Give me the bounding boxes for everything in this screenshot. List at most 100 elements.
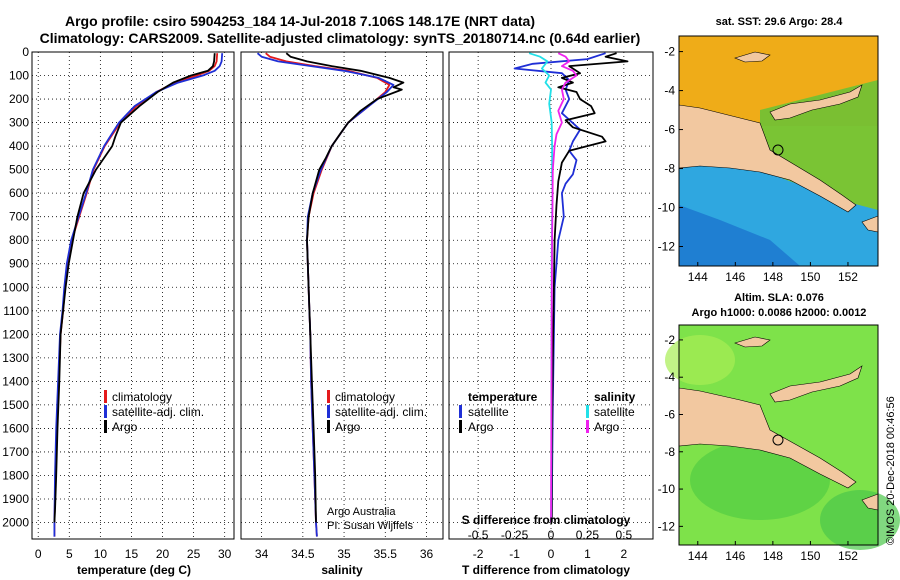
sst-lat-tick-label: -10	[658, 201, 676, 215]
legend-swatch-temp-satellite	[459, 405, 462, 418]
sst-map-frame	[678, 35, 879, 267]
sla-land-new-britain	[769, 365, 863, 403]
salinity-series-satellite-adj-clim	[256, 52, 395, 537]
sst-cold-region	[679, 205, 800, 266]
difference-top-tick-label: 0.25	[576, 528, 600, 542]
depth-tick-label: 1100	[3, 304, 29, 318]
legend-label-sal-argo: Argo	[594, 420, 620, 434]
legend-swatch-satellite	[327, 405, 330, 418]
temperature-x-tick-label: 10	[94, 547, 108, 561]
depth-tick-label: 1600	[2, 421, 29, 435]
sst-argo-location-marker	[772, 144, 784, 156]
salinity-x-tick-label: 35.5	[374, 547, 398, 561]
legend-label-satellite: satellite-adj. clim.	[112, 405, 204, 419]
sla-lat-tick-label: -2	[664, 333, 675, 347]
temperature-grid	[32, 51, 234, 539]
temperature-panel-frame	[31, 51, 235, 540]
legend-swatch-sal-argo	[586, 420, 589, 433]
depth-tick-label: 400	[9, 139, 29, 153]
depth-tick-label: 1900	[2, 492, 29, 506]
legend-label-temp-argo: Argo	[468, 420, 494, 434]
imos-watermark: ©IMOS 20-Dec-2018 00:46:56	[885, 396, 897, 545]
credit-line-1: Argo Australia	[327, 506, 396, 518]
sla-lon-tick-label: 144	[688, 549, 708, 563]
legend-swatch-temp-argo	[459, 420, 462, 433]
sla-map-frame	[678, 324, 879, 546]
depth-tick-label: 300	[9, 116, 29, 130]
temperature-x-tick-label: 5	[66, 547, 73, 561]
difference-series-temperature-argo	[550, 52, 629, 523]
sla-argo-location-marker	[772, 434, 784, 446]
salinity-x-label: salinity	[321, 563, 363, 577]
sla-lat-tick-label: -12	[658, 519, 676, 533]
difference-x-tick-label: -1	[509, 547, 520, 561]
legend-swatch-satellite	[104, 405, 107, 418]
depth-tick-label: 1700	[2, 445, 29, 459]
sla-land-new-guinea	[678, 387, 857, 489]
sla-land-island	[734, 336, 771, 348]
difference-series-salinity-argo	[550, 52, 578, 523]
depth-tick-label: 600	[9, 186, 29, 200]
sla-lon-tick-label: 146	[725, 549, 745, 563]
legend-swatch-argo	[327, 420, 330, 433]
temperature-x-tick-label: 30	[218, 547, 232, 561]
temperature-series-argo	[53, 53, 216, 523]
salinity-x-tick-label: 34	[255, 547, 269, 561]
depth-tick-label: 800	[9, 233, 29, 247]
legend-swatch-sal-satellite	[586, 405, 589, 418]
depth-tick-label: 0	[22, 45, 29, 59]
sla-light-patch	[665, 335, 735, 385]
difference-top-ticks: -0.5 -0.25 0 0.25 0.5	[468, 528, 633, 542]
depth-tick-label: 1500	[2, 398, 29, 412]
depth-tick-label: 1000	[2, 280, 29, 294]
difference-top-label: S difference from climatology	[462, 513, 631, 527]
temperature-x-tick-label: 15	[125, 547, 139, 561]
temperature-legend: climatology satellite-adj. clim. Argo	[104, 390, 204, 434]
depth-tick-label: 1800	[2, 468, 29, 482]
sst-lon-tick-label: 146	[725, 270, 745, 284]
sst-land-new-britain	[769, 84, 863, 121]
difference-series-salinity-satellite	[528, 52, 554, 523]
difference-top-tick-label: -0.5	[468, 528, 489, 542]
legend-label-satellite: satellite-adj. clim.	[335, 405, 427, 419]
sla-dark-patch	[820, 490, 900, 550]
difference-x-tick-label: 1	[584, 547, 591, 561]
difference-top-tick-label: -0.25	[501, 528, 529, 542]
difference-top-tick-label: 0	[548, 528, 555, 542]
legend-swatch-argo	[104, 420, 107, 433]
legend-heading-temperature: temperature	[468, 390, 538, 404]
legend-label-climatology: climatology	[112, 390, 172, 404]
sst-lat-tick-label: -2	[664, 45, 675, 59]
depth-axis-labels: 0 100 200 300 400 500 600 700 800 900 1000 1100 1200…	[2, 45, 29, 530]
salinity-series-climatology	[265, 52, 391, 537]
sla-lat-tick-label: -8	[664, 445, 675, 459]
sst-map-ticks: 144 146 148 150 152 -2 -4 -6 -8 -10 -12	[658, 45, 859, 284]
temperature-series-climatology	[53, 53, 219, 537]
depth-tick-label: 700	[9, 210, 29, 224]
sla-map-title-2: Argo h1000: 0.0086 h2000: 0.0012	[692, 307, 867, 319]
depth-tick-label: 900	[9, 257, 29, 271]
sst-lon-tick-label: 152	[838, 270, 858, 284]
legend-label-climatology: climatology	[335, 390, 395, 404]
salinity-legend: climatology satellite-adj. clim. Argo	[327, 390, 427, 434]
temperature-x-tick-label: 25	[187, 547, 201, 561]
temperature-x-label: temperature (deg C)	[77, 563, 191, 577]
depth-tick-label: 200	[9, 92, 29, 106]
sst-lon-tick-label: 148	[763, 270, 783, 284]
legend-label-argo: Argo	[112, 420, 138, 434]
depth-tick-label: 100	[9, 69, 29, 83]
difference-legend: temperature satellite Argo salinity sate…	[459, 390, 636, 434]
difference-x-label: T difference from climatology	[462, 563, 630, 577]
sla-lat-tick-label: -6	[664, 407, 675, 421]
sla-lon-tick-label: 148	[763, 549, 783, 563]
legend-label-temp-satellite: satellite	[468, 405, 509, 419]
salinity-x-tick-label: 35	[337, 547, 351, 561]
depth-tick-label: 2000	[2, 516, 29, 530]
sla-lat-tick-label: -4	[664, 370, 675, 384]
salinity-x-ticks: 34 34.5 35 35.5 36	[255, 547, 434, 561]
legend-heading-salinity: salinity	[594, 390, 636, 404]
temperature-x-tick-label: 0	[35, 547, 42, 561]
sst-lat-tick-label: -12	[658, 240, 676, 254]
legend-label-argo: Argo	[335, 420, 361, 434]
sla-map-ticks: 144 146 148 150 152 -2 -4 -6 -8 -10 -12	[658, 333, 859, 563]
